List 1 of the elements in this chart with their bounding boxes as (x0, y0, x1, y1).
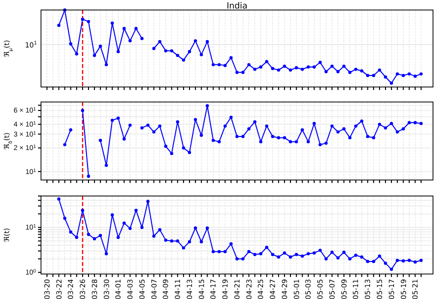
chart-title: India (226, 2, 248, 12)
